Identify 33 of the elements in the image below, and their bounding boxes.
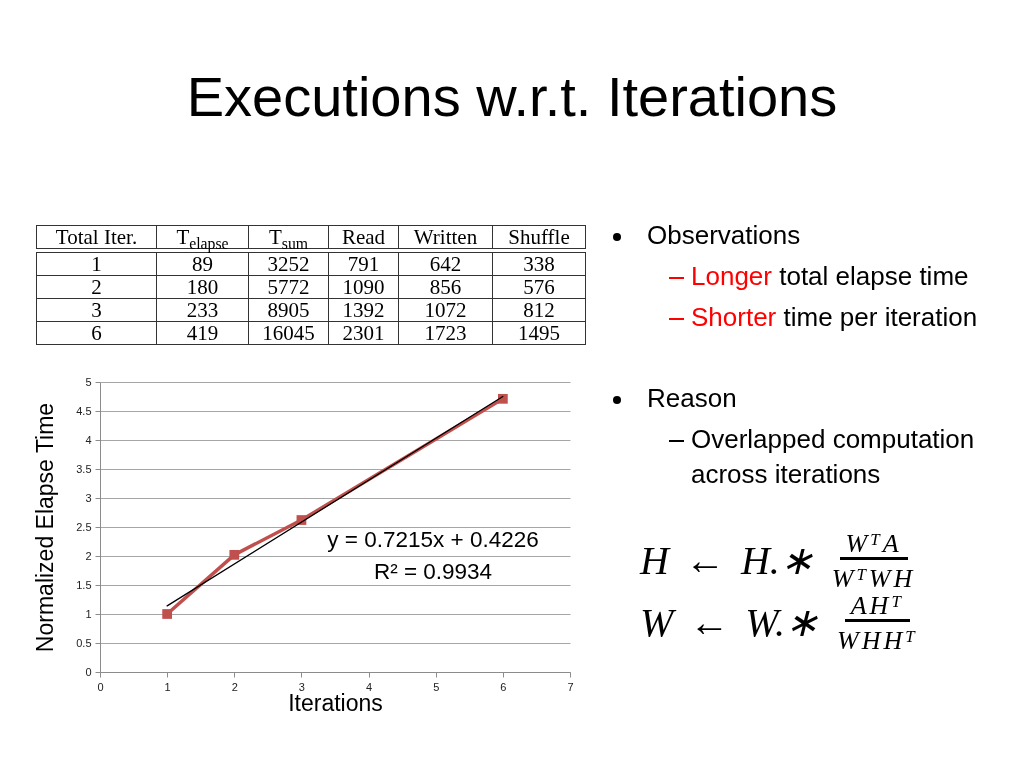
y-tick-label: 2.5 (76, 520, 92, 533)
text: Reason (647, 382, 738, 415)
annotation: y = 0.7215x + 0.4226 (327, 527, 539, 552)
text: H ← H.∗ (640, 537, 814, 583)
text: Overlapped computation across iterations (691, 423, 976, 491)
y-axis-title: Normalized Elapse Time (32, 402, 59, 653)
text: AH$^{T}$ (844, 591, 910, 622)
text: WHH$^{T}$ (835, 625, 919, 655)
y-tick-label: 5 (85, 375, 92, 388)
y-tick-label: 0.5 (76, 636, 92, 649)
y-tick-label: 4 (85, 433, 92, 446)
text: W$^{T}$A (839, 529, 908, 560)
x-tick-label: 7 (567, 680, 574, 693)
x-tick-label: 5 (433, 680, 440, 693)
x-tick-label: 2 (231, 680, 238, 693)
text: W ← W.∗ (640, 599, 819, 645)
y-tick-label: 1.5 (76, 578, 92, 591)
y-tick-label: 3.5 (76, 462, 92, 475)
x-tick-label: 4 (366, 680, 373, 693)
x-tick-label: 3 (298, 680, 305, 693)
y-tick-label: 3 (85, 491, 92, 504)
text: W$^{T}$WH (830, 563, 917, 593)
y-tick-label: 4.5 (76, 404, 92, 417)
y-tick-label: 2 (85, 549, 92, 562)
x-tick-label: 6 (500, 680, 507, 693)
annotation: R² = 0.9934 (373, 559, 493, 584)
point (229, 549, 240, 560)
y-tick-label: 1 (85, 607, 92, 620)
y-tick-label: 0 (85, 665, 92, 678)
x-tick-label: 1 (164, 680, 171, 693)
point (497, 393, 508, 404)
x-tick-label: 0 (97, 680, 104, 693)
point (162, 609, 173, 619)
